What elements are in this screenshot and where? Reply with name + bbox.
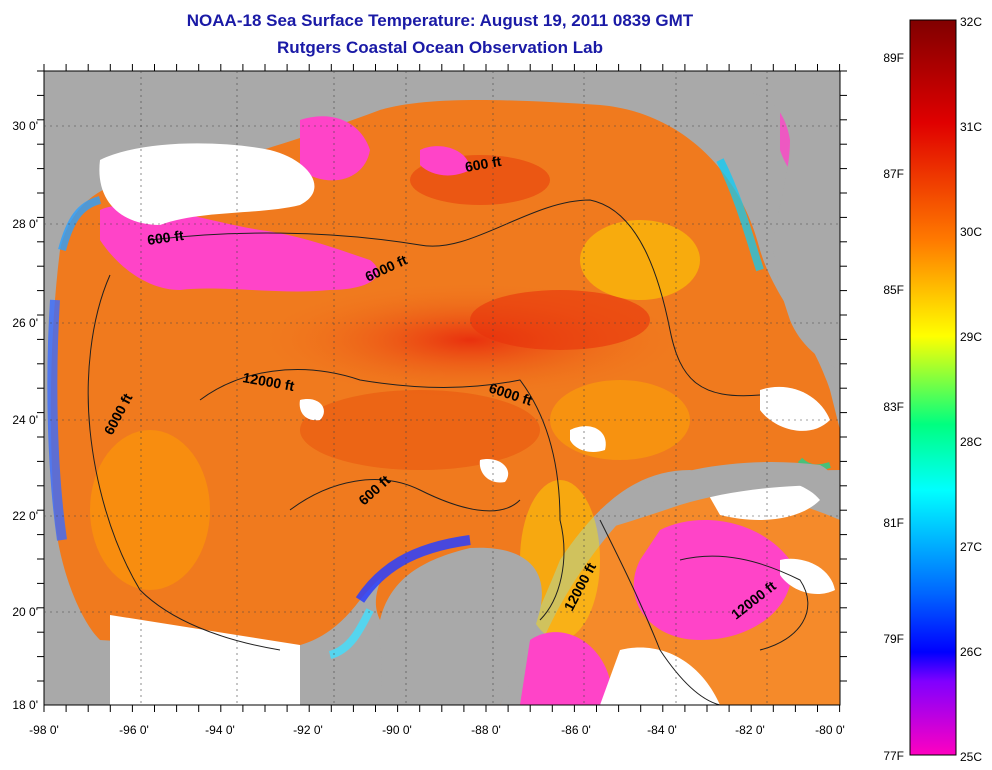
y-tick-label: 28 0' [12, 217, 38, 231]
x-tick-label: -82 0' [735, 723, 765, 737]
x-tick-label: -96 0' [119, 723, 149, 737]
colorbar-fahrenheit-label: 79F [883, 632, 904, 646]
colorbar-fahrenheit-label: 77F [883, 749, 904, 763]
contour-label: 600 ft [464, 153, 503, 175]
colorbar-celsius-label: 32C [960, 15, 982, 29]
cloud-pink-north [100, 205, 378, 292]
y-tick-label: 20 0' [12, 605, 38, 619]
colorbar-celsius-label: 27C [960, 540, 982, 554]
colorbar-celsius-label: 31C [960, 120, 982, 134]
y-tick-label: 26 0' [12, 316, 38, 330]
colorbar-fahrenheit-label: 83F [883, 400, 904, 414]
x-tick-label: -84 0' [647, 723, 677, 737]
colorbar-celsius-label: 26C [960, 645, 982, 659]
colorbar-fahrenheit-label: 81F [883, 516, 904, 530]
florida-land [740, 75, 840, 370]
bathymetry-contours [87, 199, 809, 705]
y-tick-label: 18 0' [12, 698, 38, 712]
contour-label: 600 ft [146, 227, 185, 248]
colorbar-fahrenheit-label: 87F [883, 167, 904, 181]
x-tick-label: -98 0' [29, 723, 59, 737]
colorbar-celsius-label: 28C [960, 435, 982, 449]
y-tick-label: 24 0' [12, 413, 38, 427]
cloud-white-north [99, 143, 315, 225]
x-tick-label: -94 0' [205, 723, 235, 737]
y-tick-label: 22 0' [12, 509, 38, 523]
colorbar-celsius-label: 30C [960, 225, 982, 239]
x-tick-label: -88 0' [471, 723, 501, 737]
yucatan-land [379, 547, 542, 705]
y-tick-label: 30 0' [12, 119, 38, 133]
x-tick-label: -80 0' [815, 723, 845, 737]
x-tick-label: -90 0' [382, 723, 412, 737]
colorbar-celsius-label: 29C [960, 330, 982, 344]
map-title: NOAA-18 Sea Surface Temperature: August … [186, 11, 694, 30]
map-subtitle: Rutgers Coastal Ocean Observation Lab [277, 38, 603, 57]
colorbar-celsius-label: 25C [960, 750, 982, 764]
colorbar-fahrenheit-label: 89F [883, 51, 904, 65]
x-tick-label: -92 0' [293, 723, 323, 737]
cuba-land [600, 462, 835, 530]
x-tick-label: -86 0' [561, 723, 591, 737]
cloud-white-south [110, 615, 300, 705]
graticule [44, 71, 840, 705]
colorbar-fahrenheit-label: 85F [883, 283, 904, 297]
colorbar [909, 19, 957, 756]
